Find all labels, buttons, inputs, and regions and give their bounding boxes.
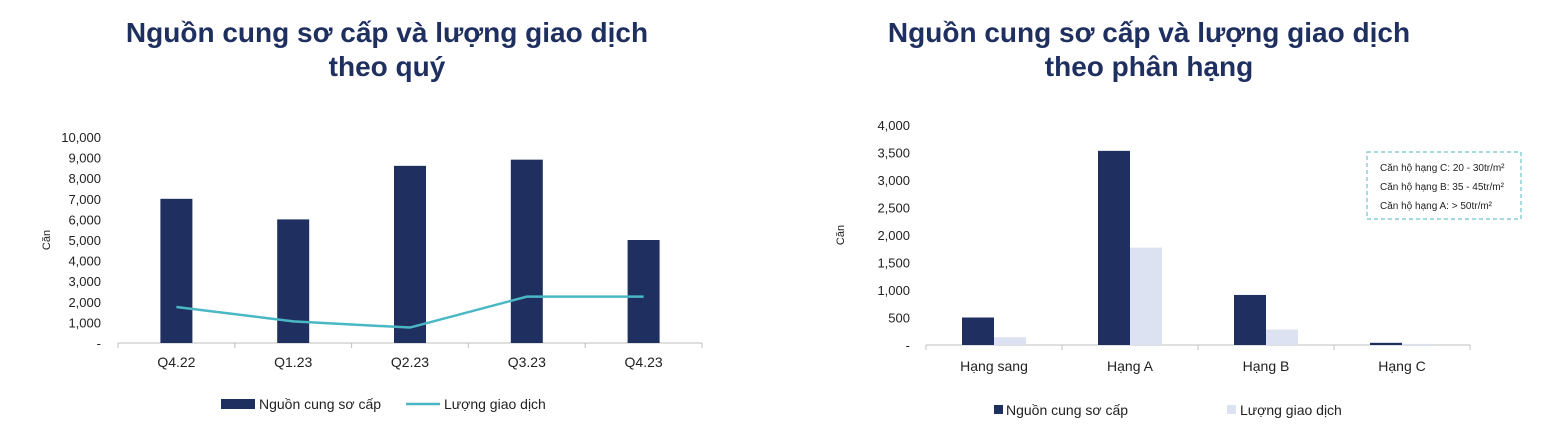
supply-bar (962, 317, 994, 345)
y-tick-label: 3,000 (877, 173, 910, 188)
x-category-label: Hạng B (1243, 358, 1290, 374)
y-tick-label: 10,000 (61, 130, 101, 145)
right-chart-title: Nguồn cung sơ cấp và lượng giao dịch the… (770, 16, 1528, 84)
y-tick-label: 500 (888, 311, 910, 326)
y-axis-label: Căn (835, 225, 847, 245)
y-tick-label: 2,000 (877, 228, 910, 243)
y-tick-label: - (97, 336, 101, 351)
legend-label-transactions: Lượng giao dịch (1240, 402, 1342, 418)
transactions-bar (1402, 343, 1434, 345)
left-chart-title: Nguồn cung sơ cấp và lượng giao dịch the… (2, 16, 772, 84)
transactions-bar (994, 337, 1026, 345)
left-chart-svg: - 1,000 2,000 3,000 4,000 5,000 6,000 7,000 8,00… (41, 130, 703, 412)
x-category-label: Hạng A (1107, 358, 1154, 374)
legend-label-transactions: Lượng giao dịch (444, 396, 546, 412)
legend-label-supply: Nguồn cung sơ cấp (259, 396, 381, 412)
y-tick-label: 6,000 (68, 212, 101, 227)
y-tick-label: 1,500 (877, 256, 910, 271)
legend-label-supply: Nguồn cung sơ cấp (1006, 402, 1128, 418)
y-tick-label: 3,000 (68, 274, 101, 289)
supply-bar (277, 219, 310, 343)
supply-bar (160, 198, 193, 343)
y-tick-label: 4,000 (68, 254, 101, 269)
supply-bar (1370, 342, 1402, 345)
y-tick-label: 1,000 (877, 283, 910, 298)
supply-bar (1234, 294, 1266, 345)
legend-swatch-supply (221, 399, 255, 409)
supply-bar (1098, 150, 1130, 345)
supply-bar (394, 165, 426, 343)
legend-swatch-supply (994, 405, 1003, 414)
y-tick-label: - (906, 338, 910, 353)
x-category-label: Q3.23 (508, 354, 546, 370)
x-category-label: Hạng sang (960, 358, 1028, 374)
x-category-label: Hạng C (1378, 358, 1425, 374)
left-chart-panel: Nguồn cung sơ cấp và lượng giao dịch the… (0, 0, 770, 436)
right-chart-panel: Nguồn cung sơ cấp và lượng giao dịch the… (770, 0, 1542, 436)
transactions-bar (1266, 329, 1298, 345)
right-title-line1: Nguồn cung sơ cấp và lượng giao dịch (887, 17, 1411, 48)
left-title-line2: theo quý (328, 51, 446, 82)
price-annotation-line: Căn hộ hạng C: 20 - 30tr/m² (1380, 163, 1505, 174)
y-tick-label: 1,000 (68, 315, 101, 330)
transactions-bar (1130, 247, 1162, 345)
x-category-label: Q1.23 (274, 354, 312, 370)
price-annotation-box (1366, 151, 1522, 220)
y-tick-label: 5,000 (68, 233, 101, 248)
x-category-label: Q2.23 (391, 354, 429, 370)
right-title-line2: theo phân hạng (1044, 51, 1254, 82)
y-axis-label: Căn (41, 230, 53, 250)
y-tick-label: 2,500 (877, 201, 910, 216)
right-chart-svg: - 500 1,000 1,500 2,000 2,500 3,000 3,500 4,000 C… (835, 118, 1522, 418)
x-category-label: Q4.22 (157, 354, 195, 370)
supply-bar (627, 240, 660, 343)
y-tick-label: 3,500 (877, 146, 910, 161)
price-annotation-line: Căn hộ hạng A: > 50tr/m² (1380, 201, 1493, 212)
y-tick-label: 2,000 (68, 295, 101, 310)
y-tick-label: 4,000 (877, 118, 910, 133)
left-title-line1: Nguồn cung sơ cấp và lượng giao dịch (125, 17, 649, 48)
x-category-label: Q4.23 (625, 354, 663, 370)
y-tick-label: 7,000 (68, 192, 101, 207)
price-annotation-line: Căn hộ hạng B: 35 - 45tr/m² (1380, 182, 1505, 193)
legend-swatch-transactions (1227, 405, 1236, 414)
y-tick-label: 8,000 (68, 171, 101, 186)
supply-bar (510, 159, 543, 343)
y-tick-label: 9,000 (68, 151, 101, 166)
